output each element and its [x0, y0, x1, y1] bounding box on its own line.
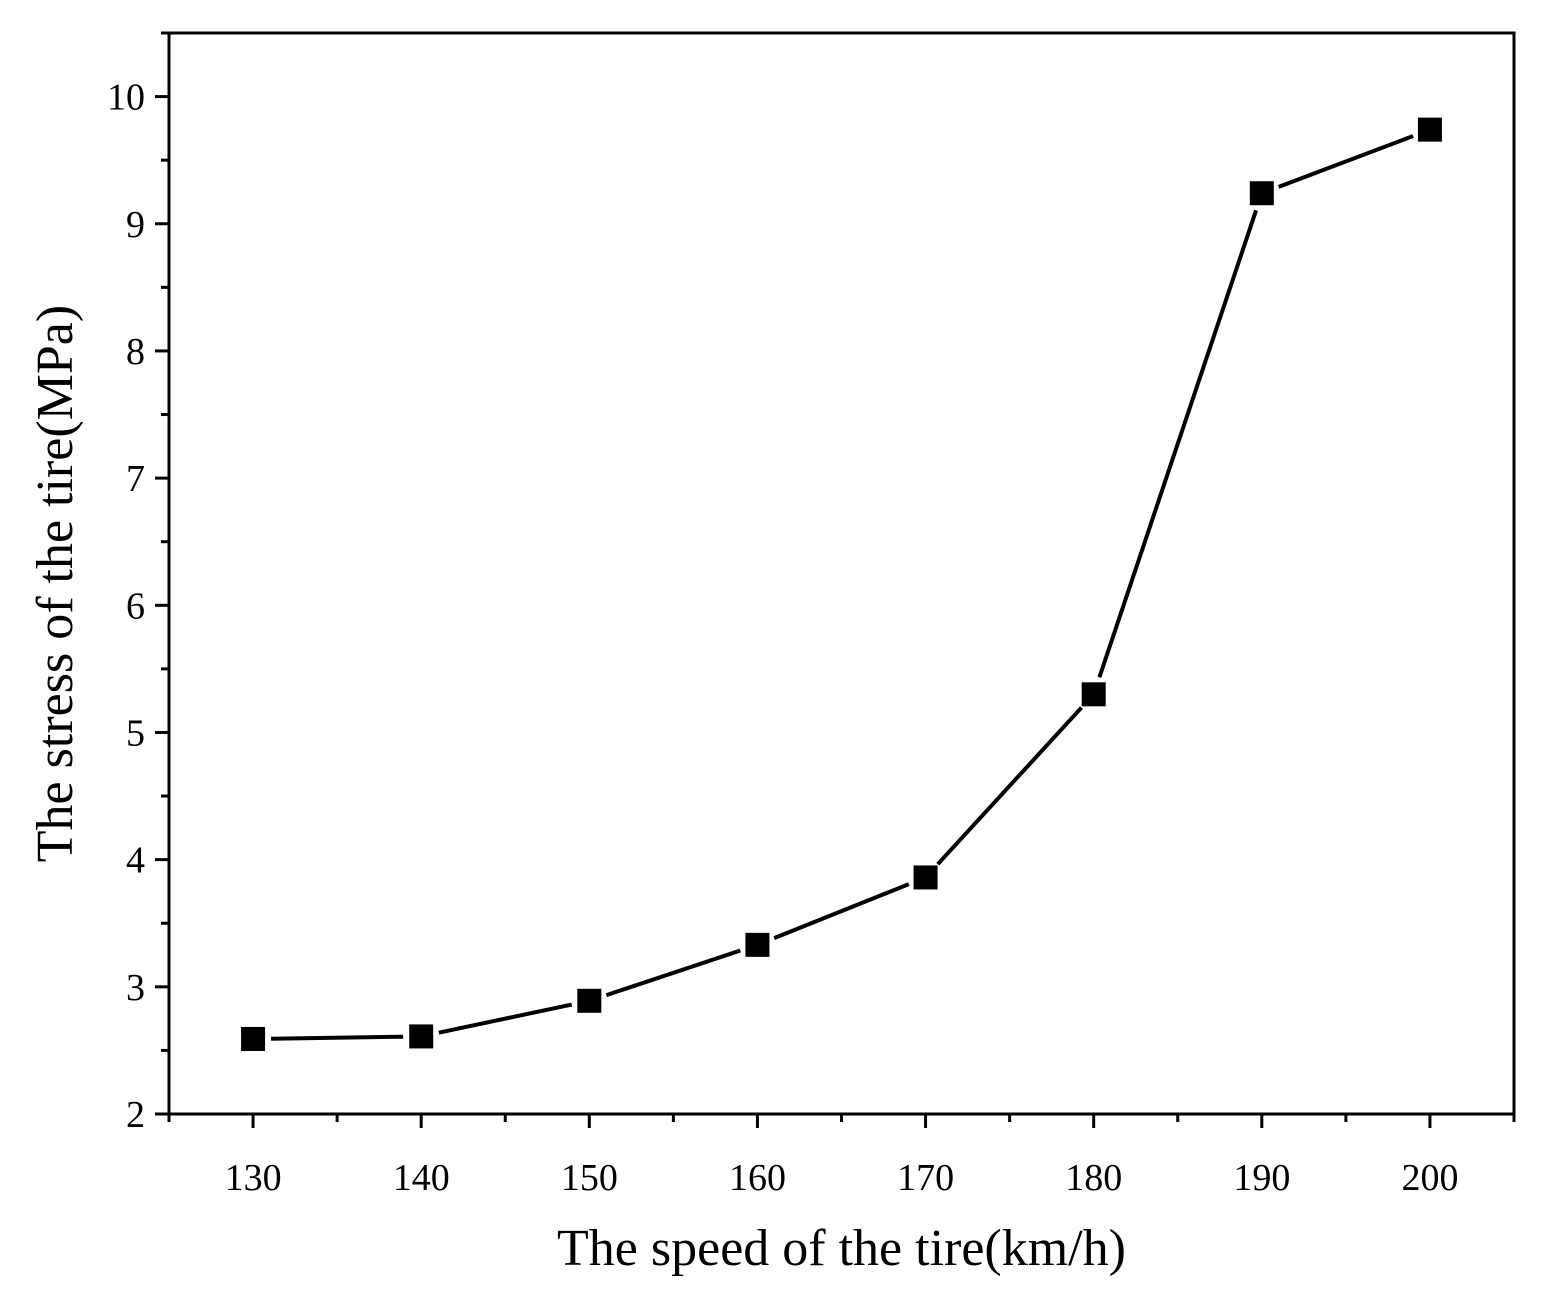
- x-tick-label-150: 150: [561, 1157, 618, 1199]
- x-tick-label-130: 130: [225, 1157, 282, 1199]
- series-line-segment-7: [1277, 134, 1414, 189]
- series-line-segment-2: [438, 1002, 573, 1035]
- series-line-segment-6: [1097, 209, 1258, 678]
- plot-area-frame: [167, 31, 1516, 1116]
- minor-ticks: [161, 31, 1516, 1122]
- series-markers: [241, 117, 1442, 1051]
- y-tick-label-5: 5: [126, 712, 145, 754]
- data-point-140: [409, 1024, 434, 1049]
- y-tick-label-8: 8: [126, 331, 145, 373]
- y-axis-title: The stress of the tire(MPa): [27, 305, 84, 862]
- y-tick-label-7: 7: [126, 458, 145, 500]
- x-tick-labels: 130 140 150 160 170 180 190 200: [225, 1157, 1459, 1199]
- series-line-segment-5: [936, 706, 1083, 866]
- series-line-segment-3: [605, 948, 741, 998]
- series-line-segment-1: [271, 1034, 404, 1041]
- data-point-190: [1249, 181, 1274, 206]
- data-point-170: [913, 865, 938, 890]
- y-tick-label-4: 4: [126, 840, 145, 882]
- data-point-150: [577, 988, 602, 1013]
- x-axis-title: The speed of the tire(km/h): [557, 1220, 1126, 1277]
- x-tick-label-140: 140: [393, 1157, 450, 1199]
- y-tick-label-3: 3: [126, 967, 145, 1009]
- x-tick-label-190: 190: [1233, 1157, 1290, 1199]
- data-point-160: [745, 932, 770, 957]
- series-lines: [271, 134, 1414, 1041]
- y-tick-label-10: 10: [107, 77, 145, 119]
- y-tick-labels: 2 3 4 5 6 7 8 9 10: [107, 77, 145, 1136]
- data-point-130: [241, 1026, 266, 1051]
- series-line-segment-4: [773, 882, 910, 941]
- x-tick-label-160: 160: [729, 1157, 786, 1199]
- y-tick-label-9: 9: [126, 204, 145, 246]
- major-ticks: [155, 95, 1432, 1128]
- x-tick-label-200: 200: [1401, 1157, 1458, 1199]
- y-tick-label-2: 2: [126, 1094, 145, 1136]
- data-point-180: [1081, 682, 1106, 707]
- y-tick-label-6: 6: [126, 585, 145, 627]
- x-tick-label-170: 170: [897, 1157, 954, 1199]
- x-tick-label-180: 180: [1065, 1157, 1122, 1199]
- data-point-200: [1417, 117, 1442, 142]
